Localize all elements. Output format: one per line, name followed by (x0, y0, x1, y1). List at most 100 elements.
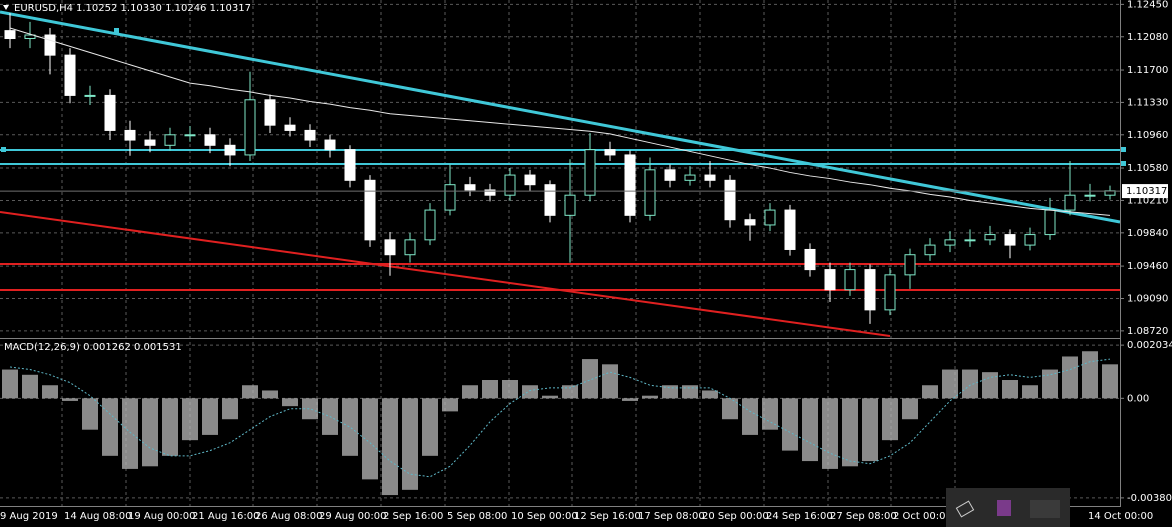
macd-bar (802, 398, 818, 462)
macd-bar (582, 359, 598, 399)
candle-body (324, 139, 336, 151)
macd-bar (822, 398, 838, 469)
candle-body (404, 239, 416, 256)
candle-body (684, 174, 696, 181)
macd-bar (62, 398, 78, 401)
candle-body (304, 129, 316, 141)
candle-body (744, 219, 756, 226)
anchor-point (114, 28, 119, 33)
macd-bar (742, 398, 758, 435)
candle-body (64, 54, 76, 96)
x-tick-label: 12 Sep 16:00 (574, 511, 641, 522)
y-tick-label: 1.08720 (1127, 326, 1168, 337)
candle-body (24, 34, 36, 40)
macd-bar (82, 398, 98, 430)
candle-body (1084, 194, 1096, 197)
candle-body (264, 99, 276, 126)
x-tick-label: 2 Sep 16:00 (383, 511, 443, 522)
macd-bar (222, 398, 238, 420)
x-tick-label: 21 Aug 16:00 (192, 511, 259, 522)
anchor-point (1, 147, 6, 152)
x-tick-label: 17 Sep 08:00 (638, 511, 705, 522)
candle-body (384, 239, 396, 256)
macd-bar (642, 395, 658, 399)
candle-body (864, 269, 876, 311)
current-price-box (1122, 184, 1168, 199)
candle-body (624, 154, 636, 216)
taskbar-icon[interactable] (955, 500, 975, 518)
macd-bar (1082, 351, 1098, 399)
x-tick-label: 14 Oct 00:00 (1088, 511, 1153, 522)
candle-body (104, 94, 116, 131)
candle-body (184, 134, 196, 137)
candle-body (644, 169, 656, 216)
candle-body (504, 174, 516, 196)
candle-body (364, 179, 376, 241)
x-tick-label: 24 Sep 16:00 (766, 511, 833, 522)
price-panel: 1.12450 1.12080 1.11700 1.11330 1.10960 1.105… (0, 0, 1168, 337)
macd-bar (502, 380, 518, 399)
macd-bar (902, 398, 918, 420)
candle-body (544, 184, 556, 216)
macd-bar (922, 385, 938, 399)
candle-body (664, 169, 676, 181)
x-tick-label: 29 Aug 00:00 (319, 511, 386, 522)
candle-body (904, 254, 916, 276)
macd-bar (1022, 385, 1038, 399)
macd-bar (2, 369, 18, 399)
taskbar-icon[interactable] (1030, 500, 1060, 518)
macd-bar (602, 364, 618, 399)
macd-bar (382, 398, 398, 496)
x-tick-label: 2 Oct 00:00 (893, 511, 952, 522)
macd-bar (302, 398, 318, 420)
menu-arrow[interactable] (3, 5, 9, 10)
macd-bar (242, 385, 258, 399)
macd-panel: 0.002034 0.00 -0.003808 (2, 340, 1172, 504)
candle-body (1064, 194, 1076, 211)
trend-line (0, 10, 1121, 224)
y-tick-label: 1.12080 (1127, 32, 1168, 43)
macd-bar (1062, 356, 1078, 399)
macd-bar (722, 398, 738, 420)
macd-bar (662, 385, 678, 399)
macd-bar (262, 390, 278, 399)
candle-body (284, 124, 296, 131)
candle-body (1004, 234, 1016, 246)
anchor-point (1121, 147, 1126, 152)
candle-body (344, 149, 356, 181)
y-tick-label: 1.09090 (1127, 293, 1168, 304)
candle-body (224, 144, 236, 156)
candle-body (84, 94, 96, 97)
macd-bar (422, 398, 438, 456)
macd-bar (842, 398, 858, 467)
macd-bar (522, 385, 538, 399)
candle-body (524, 174, 536, 186)
trend-line (0, 211, 891, 337)
y-tick-label: 1.11330 (1127, 97, 1168, 108)
macd-bar (1102, 364, 1118, 399)
macd-bar (162, 398, 178, 456)
candle-body (424, 209, 436, 241)
taskbar-icon[interactable] (997, 500, 1011, 516)
macd-bar (882, 398, 898, 441)
y-tick-label: 0.002034 (1127, 340, 1172, 351)
candle-body (464, 184, 476, 191)
candle-body (204, 134, 216, 146)
x-tick-label: 14 Aug 08:00 (64, 511, 131, 522)
y-tick-label: -0.003808 (1127, 493, 1172, 504)
candle-body (844, 269, 856, 291)
macd-bar (962, 369, 978, 399)
candle-body (964, 239, 976, 242)
candle-body (564, 194, 576, 216)
anchor-point (1121, 161, 1126, 166)
current-price-label: 1.10317 (1126, 186, 1167, 197)
macd-bar (562, 385, 578, 399)
macd-bar (942, 369, 958, 399)
macd-bar (862, 398, 878, 462)
y-tick-label: 1.10960 (1127, 130, 1168, 141)
x-tick-label: 20 Sep 00:00 (702, 511, 769, 522)
candle-body (884, 274, 896, 311)
candle-body (944, 239, 956, 246)
